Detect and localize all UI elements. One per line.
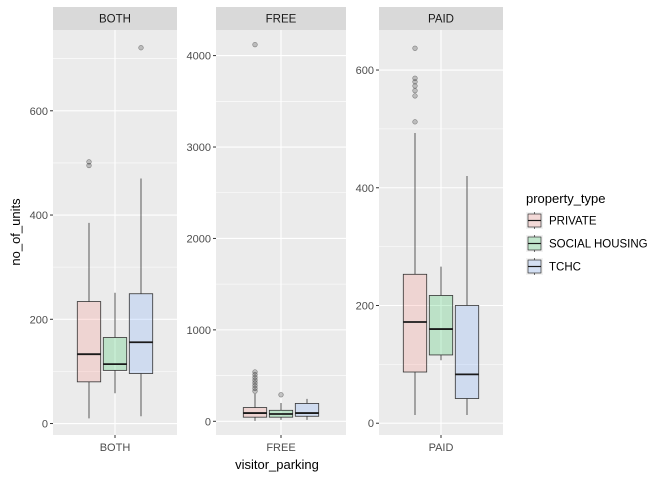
legend-label: SOCIAL HOUSING [549, 239, 648, 251]
facet-strip [379, 7, 503, 30]
y-tick-label: 400 [30, 210, 48, 222]
outlier-point [252, 369, 258, 375]
outlier-point [412, 45, 418, 51]
facet-panel-paid: PAID 0 200 400 600 PAID [356, 7, 503, 454]
box-iqr [402, 273, 428, 373]
outlier-point [412, 93, 418, 99]
facet-strip [53, 7, 177, 30]
legend-item-social-housing: SOCIAL HOUSING [526, 235, 648, 252]
box-social-housing [268, 392, 294, 420]
box-private [242, 42, 268, 421]
facet-strip-label: BOTH [99, 14, 131, 26]
facet-panel-free: FREE 0 1000 2000 3000 4000 FREE [187, 7, 346, 454]
outlier-point [86, 159, 92, 165]
legend-item-private: PRIVATE [526, 212, 597, 229]
x-tick-label: FREE [266, 442, 295, 454]
y-tick-label: 0 [205, 416, 211, 428]
legend-title: property_type [526, 191, 606, 206]
outlier-point [138, 45, 144, 51]
y-tick-label: 600 [30, 106, 48, 118]
y-tick-label: 400 [356, 183, 374, 195]
box-tchc [454, 175, 480, 415]
outlier-point [412, 79, 418, 85]
y-tick-label: 2000 [187, 233, 211, 245]
y-tick-label: 3000 [187, 142, 211, 154]
box-social-housing [102, 292, 128, 394]
y-axis-title: no_of_units [8, 198, 23, 266]
box-iqr [428, 295, 454, 356]
box-tchc [128, 45, 154, 417]
facet-panels: BOTH0200400600BOTHFREE01000200030004000F… [30, 7, 503, 454]
x-axis-title: visitor_parking [235, 457, 319, 472]
outlier-point [252, 380, 258, 386]
y-tick-label: 1000 [187, 325, 211, 337]
outlier-point [252, 372, 258, 378]
y-tick-label: 200 [30, 314, 48, 326]
box-private [402, 45, 428, 415]
y-tick-label: 4000 [187, 51, 211, 63]
box-iqr [294, 403, 320, 417]
y-tick-label: 0 [368, 418, 374, 430]
outlier-point [278, 392, 284, 398]
y-tick-label: 200 [356, 300, 374, 312]
facet-strip [216, 7, 346, 30]
legend-label: TCHC [549, 262, 581, 274]
outlier-point [86, 162, 92, 169]
legend-label: PRIVATE [549, 216, 597, 228]
x-tick-label: BOTH [100, 442, 131, 454]
x-tick-label: PAID [429, 442, 454, 454]
outlier-point [252, 385, 258, 391]
y-tick-label: 600 [356, 65, 374, 77]
box-iqr [102, 337, 128, 371]
outlier-point [252, 377, 258, 383]
outlier-point [252, 388, 258, 394]
outlier-point [412, 119, 418, 125]
outlier-point [412, 88, 418, 94]
box-tchc [294, 398, 320, 420]
box-iqr [128, 293, 154, 374]
facet-strip-label: FREE [266, 14, 297, 26]
outlier-point [412, 75, 418, 81]
facet-panel-both: BOTH 0 200 400 600 BOTH [30, 7, 177, 454]
legend-item-tchc: TCHC [526, 258, 581, 275]
outlier-point [252, 42, 258, 48]
box-iqr [76, 301, 102, 383]
facet-strip-label: PAID [428, 14, 454, 26]
outlier-point [252, 383, 258, 389]
outlier-point [252, 374, 258, 381]
box-iqr [454, 305, 480, 399]
box-social-housing [428, 266, 454, 361]
box-private [76, 159, 102, 419]
outlier-point [412, 83, 418, 89]
legend: property_type PRIVATE SOCIAL HOUSING TCHC [526, 191, 648, 275]
y-tick-label: 0 [42, 419, 48, 431]
